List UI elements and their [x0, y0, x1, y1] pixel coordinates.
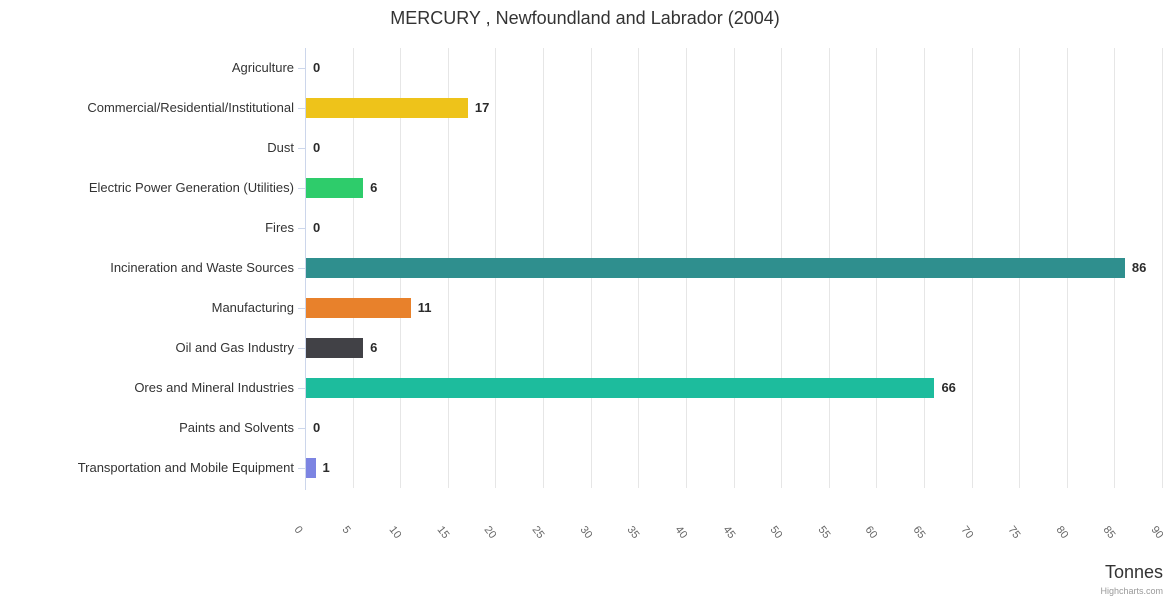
- category-label: Incineration and Waste Sources: [110, 260, 294, 275]
- x-axis-title: Tonnes: [1104, 562, 1163, 582]
- category-label: Agriculture: [231, 60, 294, 75]
- category-tick: [298, 108, 305, 109]
- x-axis-tick-label: 20: [481, 524, 499, 542]
- x-axis-tick-label: 85: [1100, 524, 1118, 542]
- category-label: Paints and Solvents: [179, 420, 294, 435]
- data-label: 6: [370, 340, 378, 355]
- category-label: Transportation and Mobile Equipment: [77, 460, 294, 475]
- bar[interactable]: [306, 458, 316, 478]
- x-axis-tick-label: 45: [720, 524, 738, 542]
- bar[interactable]: [306, 298, 411, 318]
- category-tick: [298, 268, 305, 269]
- data-label: 66: [941, 380, 956, 395]
- grid-line: [1162, 48, 1163, 488]
- category-tick: [298, 388, 305, 389]
- category-tick: [298, 148, 305, 149]
- x-axis-tick-label: 90: [1148, 524, 1166, 542]
- data-label: 0: [313, 140, 321, 155]
- data-label: 1: [322, 460, 330, 475]
- chart-title: MERCURY , Newfoundland and Labrador (200…: [390, 8, 780, 28]
- x-axis-tick-label: 50: [767, 524, 785, 542]
- bar[interactable]: [306, 258, 1125, 278]
- x-axis-tick-label: 0: [291, 524, 305, 537]
- category-tick: [298, 428, 305, 429]
- x-axis-tick-label: 5: [339, 524, 353, 537]
- data-label: 11: [417, 300, 432, 315]
- bar[interactable]: [306, 378, 935, 398]
- highcharts-credits-link[interactable]: Highcharts.com: [1100, 586, 1163, 596]
- category-tick: [298, 308, 305, 309]
- category-tick: [298, 348, 305, 349]
- data-label: 0: [313, 220, 321, 235]
- x-axis-tick-label: 15: [434, 524, 452, 542]
- category-label: Dust: [267, 140, 294, 155]
- data-label: 17: [474, 100, 490, 115]
- x-axis-tick-label: 10: [386, 524, 404, 542]
- bar[interactable]: [306, 98, 468, 118]
- category-label: Commercial/Residential/Institutional: [87, 100, 294, 115]
- category-tick: [298, 228, 305, 229]
- category-axis-line: [305, 48, 306, 490]
- category-label: Fires: [265, 220, 294, 235]
- x-axis-tick-label: 30: [577, 524, 595, 542]
- x-axis-tick-label: 75: [1005, 524, 1023, 542]
- data-label: 0: [313, 60, 321, 75]
- x-axis-tick-label: 35: [624, 524, 642, 542]
- x-axis-tick-label: 70: [958, 524, 976, 542]
- bar[interactable]: [306, 178, 364, 198]
- category-label: Oil and Gas Industry: [175, 340, 295, 355]
- x-axis-tick-label: 25: [529, 524, 547, 542]
- x-axis-tick-label: 55: [815, 524, 833, 542]
- x-axis-tick-label: 80: [1053, 524, 1071, 542]
- x-axis-tick-label: 65: [910, 524, 928, 542]
- category-label: Ores and Mineral Industries: [134, 380, 294, 395]
- category-tick: [298, 468, 305, 469]
- x-axis-tick-label: 40: [672, 524, 690, 542]
- data-label: 6: [370, 180, 378, 195]
- data-label: 86: [1131, 260, 1147, 275]
- category-label: Manufacturing: [211, 300, 294, 315]
- category-label: Electric Power Generation (Utilities): [88, 180, 294, 195]
- data-label: 0: [313, 420, 321, 435]
- category-tick: [298, 68, 305, 69]
- category-tick: [298, 188, 305, 189]
- bar[interactable]: [306, 338, 364, 358]
- x-axis-tick-label: 60: [862, 524, 880, 542]
